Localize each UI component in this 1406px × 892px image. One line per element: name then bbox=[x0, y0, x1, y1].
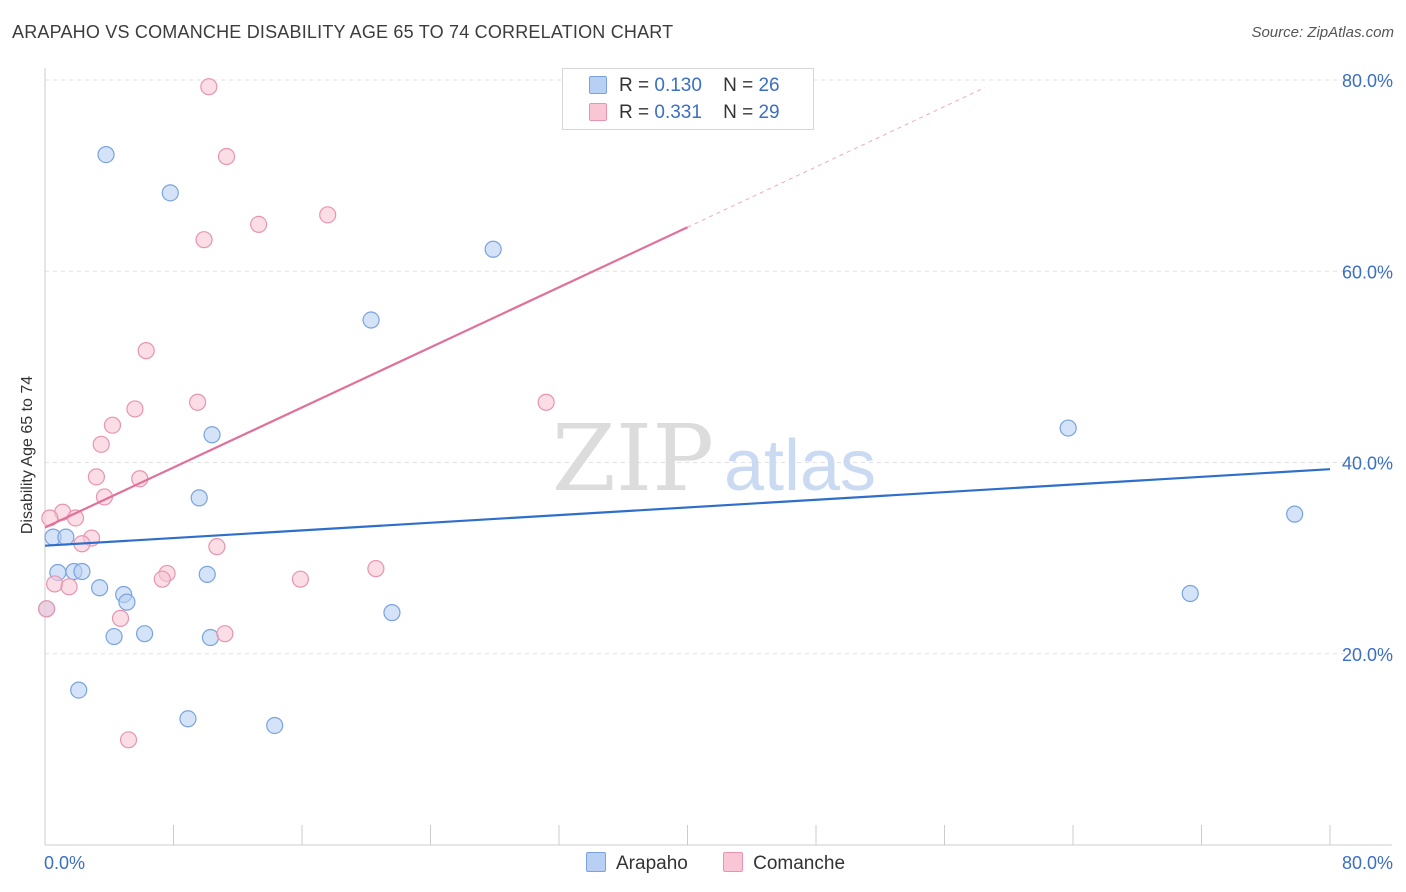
comanche-point bbox=[111, 609, 130, 627]
comanche-swatch bbox=[589, 103, 607, 121]
comanche-point bbox=[208, 538, 226, 556]
arapaho-point bbox=[362, 311, 380, 329]
source-label: Source: ZipAtlas.com bbox=[1251, 24, 1394, 41]
comanche-trend-extension bbox=[687, 87, 985, 228]
arapaho-point bbox=[201, 628, 220, 647]
arapaho-point bbox=[266, 716, 284, 735]
legend-row-comanche: R = 0.331 N = 29 bbox=[589, 102, 780, 124]
comanche-point bbox=[126, 400, 144, 418]
r-label: R = bbox=[619, 75, 650, 96]
comanche-point bbox=[153, 570, 171, 588]
comanche-point bbox=[92, 435, 110, 453]
comanche-point bbox=[103, 416, 122, 434]
arapaho-point bbox=[73, 562, 91, 581]
comanche-point bbox=[216, 625, 234, 643]
arapaho-swatch bbox=[589, 76, 607, 94]
comanche-point bbox=[537, 393, 555, 411]
arapaho-trend-line bbox=[44, 468, 1331, 547]
arapaho-point bbox=[190, 489, 208, 507]
watermark-atlas: atlas bbox=[724, 426, 876, 506]
arapaho-point bbox=[1059, 419, 1077, 437]
comanche-point bbox=[319, 206, 337, 224]
arapaho-point bbox=[97, 145, 115, 164]
comanche-point bbox=[291, 570, 309, 588]
arapaho-point bbox=[57, 528, 75, 546]
y-tick-label: 80.0% bbox=[1342, 71, 1393, 91]
arapaho-point bbox=[484, 240, 502, 258]
arapaho-r-value: 0.130 bbox=[654, 75, 702, 96]
arapaho-point bbox=[383, 604, 401, 622]
x-tick-label: 80.0% bbox=[1342, 853, 1393, 873]
arapaho-point bbox=[1181, 584, 1199, 603]
arapaho-point bbox=[161, 184, 179, 202]
y-tick-label: 20.0% bbox=[1342, 645, 1393, 665]
comanche-legend-label: Comanche bbox=[753, 853, 846, 874]
comanche-legend-swatch bbox=[723, 852, 744, 872]
comanche-point bbox=[195, 231, 213, 249]
chart-title: ARAPAHO VS COMANCHE DISABILITY AGE 65 TO… bbox=[12, 22, 674, 42]
comanche-n-value: 29 bbox=[758, 102, 780, 123]
legend-row-arapaho: R = 0.130 N = 26 bbox=[589, 75, 780, 97]
comanche-r-value: 0.331 bbox=[654, 102, 702, 123]
comanche-point bbox=[38, 600, 56, 618]
y-tick-label: 60.0% bbox=[1342, 262, 1393, 282]
n-label: N = bbox=[723, 102, 754, 123]
comanche-point bbox=[119, 731, 138, 749]
comanche-trend-line bbox=[44, 226, 688, 529]
watermark-zip: ZIP bbox=[552, 405, 714, 512]
correlation-legend: R = 0.130 N = 26 R = 0.331 N = 29 bbox=[562, 68, 814, 130]
comanche-point bbox=[137, 342, 155, 360]
arapaho-n-value: 26 bbox=[758, 75, 780, 96]
comanche-point bbox=[60, 578, 78, 596]
comanche-point bbox=[87, 468, 106, 486]
arapaho-legend-swatch bbox=[586, 852, 606, 872]
legend-item-arapaho[interactable]: Arapaho bbox=[586, 852, 688, 874]
r-label: R = bbox=[619, 102, 650, 123]
comanche-point bbox=[188, 393, 207, 411]
comanche-point bbox=[46, 575, 64, 593]
legend-item-comanche[interactable]: Comanche bbox=[723, 852, 846, 874]
arapaho-point bbox=[135, 625, 154, 643]
y-tick-label: 40.0% bbox=[1342, 454, 1393, 474]
comanche-point bbox=[200, 78, 218, 96]
arapaho-point bbox=[118, 593, 136, 611]
arapaho-point bbox=[203, 426, 221, 444]
arapaho-point bbox=[198, 565, 216, 583]
x-tick-label: 0.0% bbox=[44, 853, 85, 873]
arapaho-legend-label: Arapaho bbox=[616, 853, 688, 874]
arapaho-point bbox=[1286, 505, 1304, 523]
arapaho-point bbox=[91, 579, 109, 597]
comanche-point bbox=[367, 560, 385, 578]
arapaho-point bbox=[70, 681, 88, 699]
n-label: N = bbox=[723, 75, 754, 96]
comanche-point bbox=[217, 147, 236, 166]
arapaho-point bbox=[179, 710, 197, 728]
arapaho-point bbox=[105, 627, 123, 646]
comanche-point bbox=[250, 215, 268, 233]
series-legend: Arapaho Comanche bbox=[586, 852, 875, 875]
